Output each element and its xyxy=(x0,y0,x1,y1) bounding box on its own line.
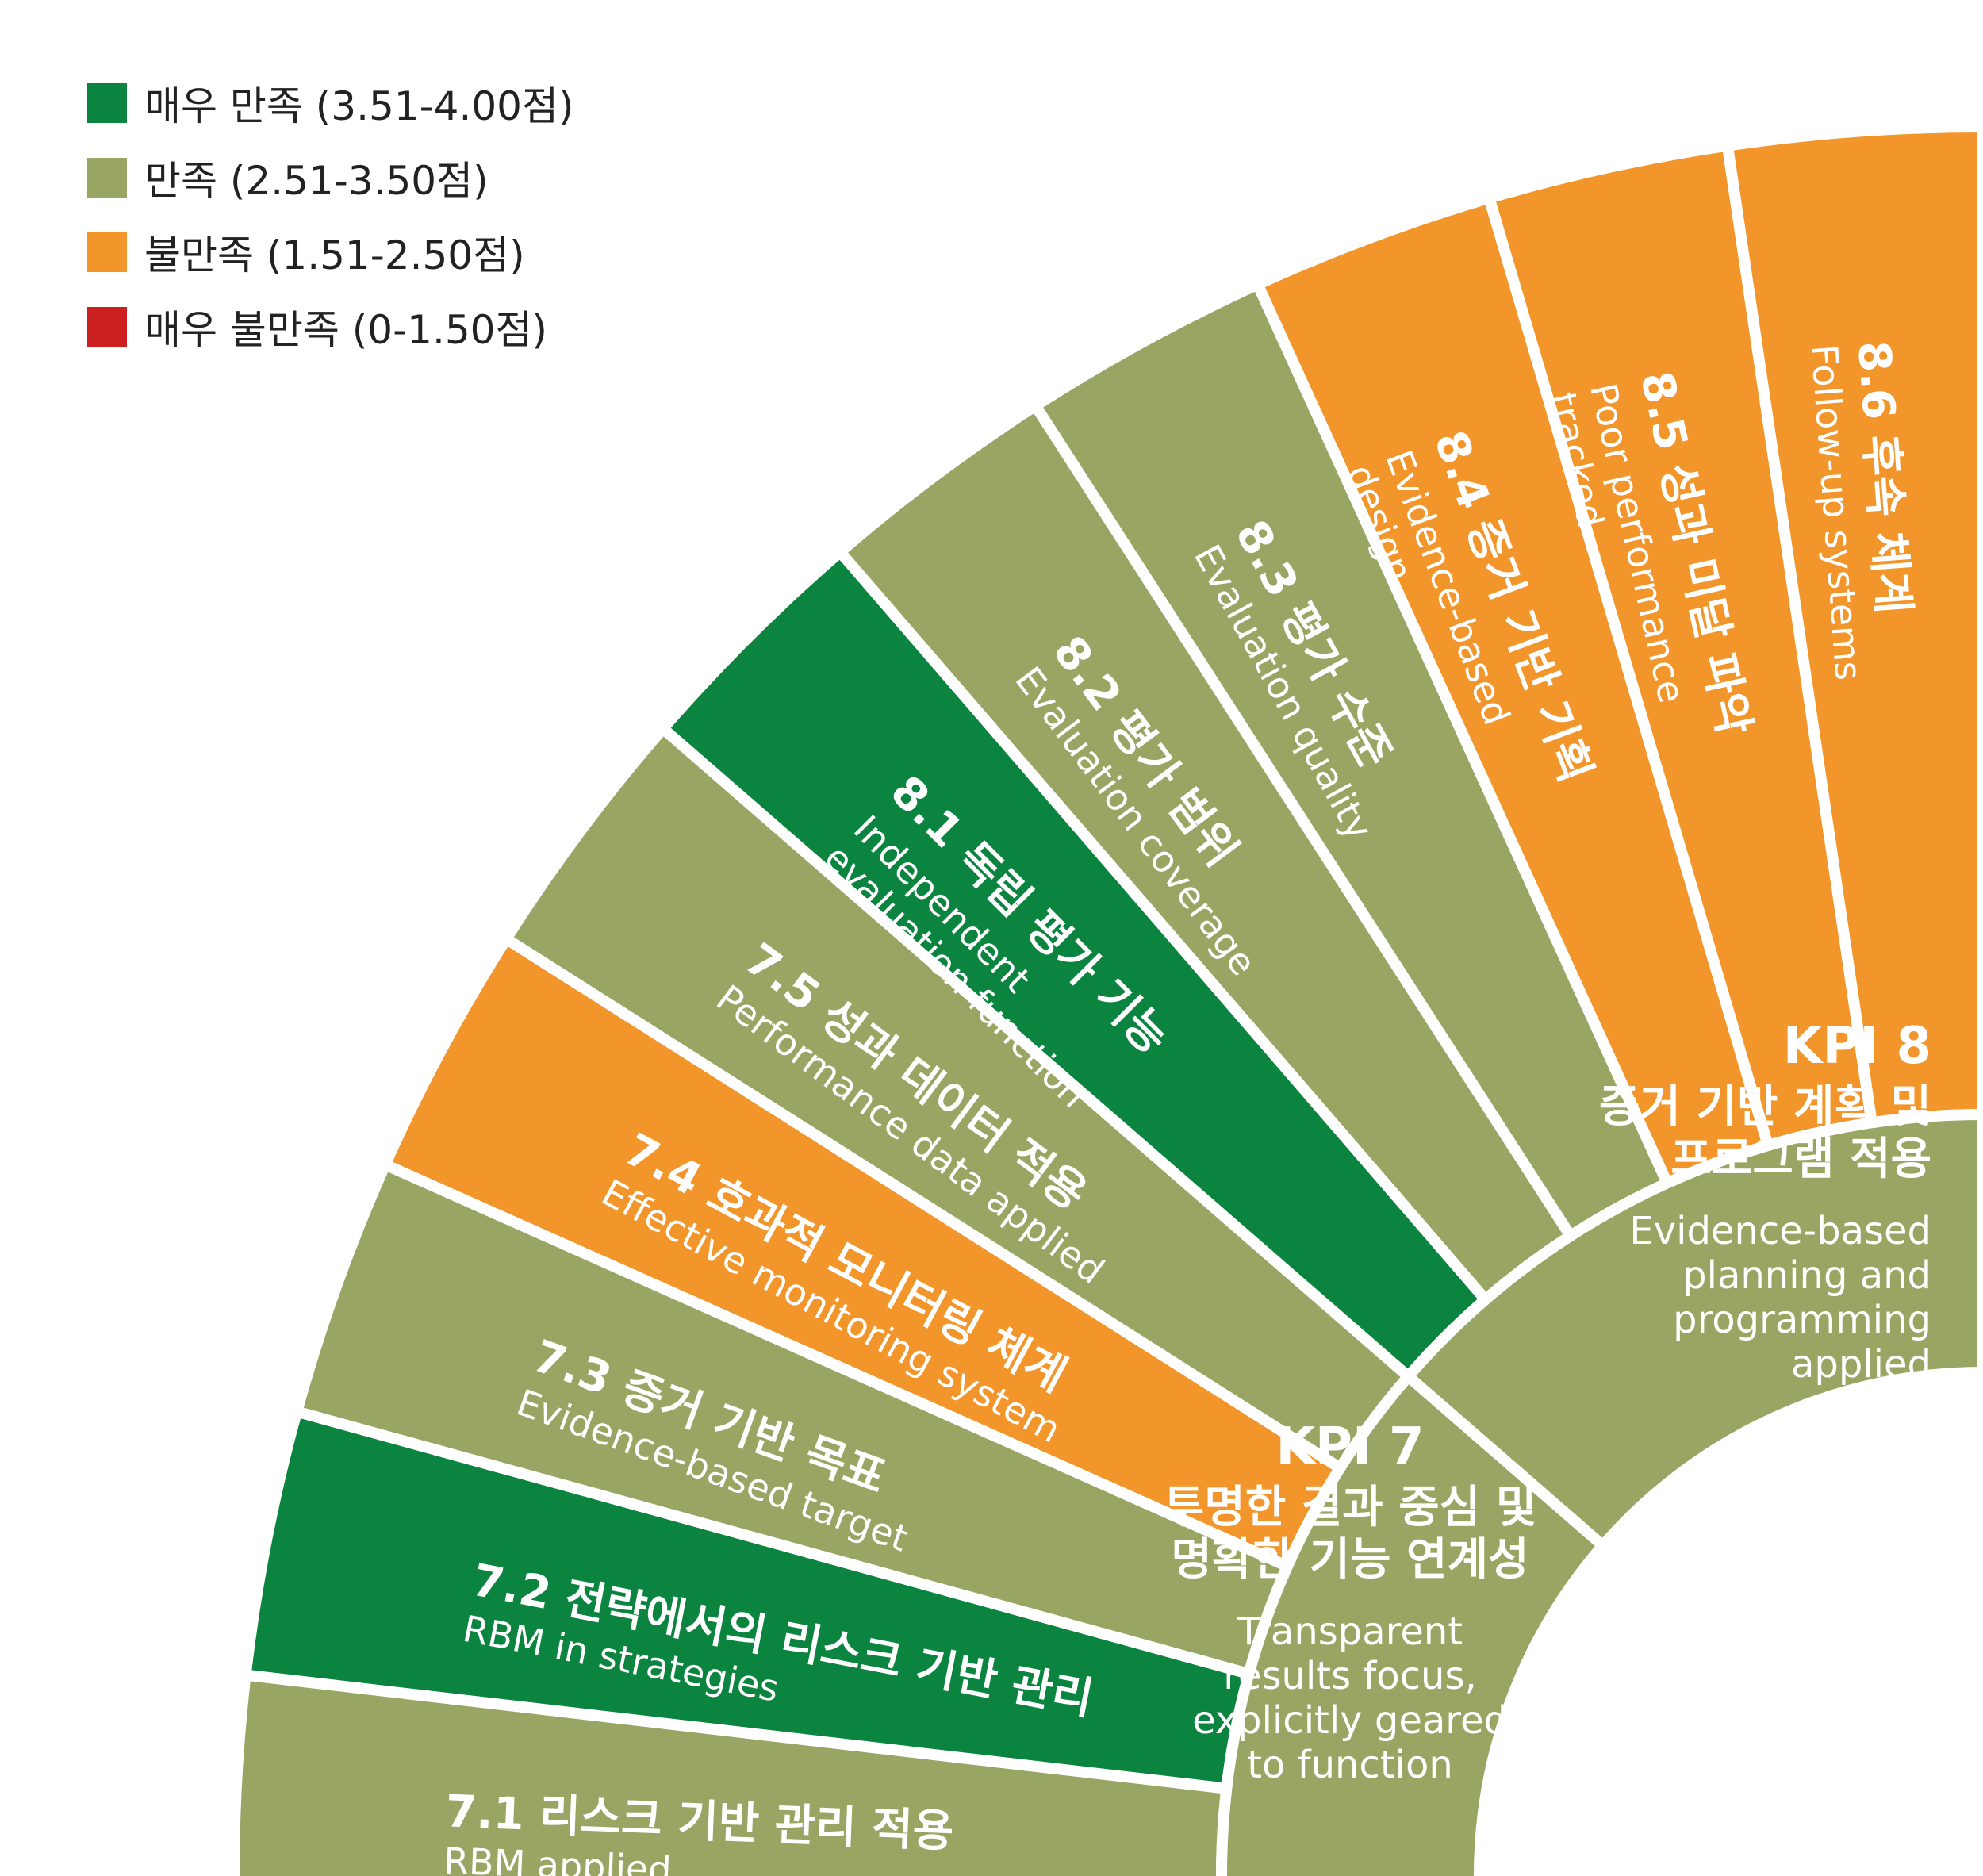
legend-label: 매우 만족 (3.51-4.00점) xyxy=(144,83,574,129)
kpi-segment-8 xyxy=(1400,1108,1983,1554)
kpi-korean-name: 명확한 기능 연계성 xyxy=(1171,1534,1528,1586)
kpi-segment-7 xyxy=(1216,1368,1611,1876)
kpi-english-desc: to function xyxy=(1247,1743,1453,1787)
kpi-english-desc: Transparent xyxy=(1237,1609,1463,1654)
legend-item-unsatisfied: 불만족 (1.51-2.50점) xyxy=(87,228,574,278)
kpi-korean-name: 투명한 결과 중심 및 xyxy=(1164,1482,1537,1533)
kpi-korean-name: 증거 기반 계획 및 xyxy=(1599,1081,1931,1133)
kpi-english-desc: programming xyxy=(1673,1298,1931,1342)
indicator-label-8-7: 8.7 교훈 수용Uptake of lessons xyxy=(0,0,322,68)
kpi-english-desc: results focus, xyxy=(1223,1654,1476,1698)
kpi-title: KPI 8 xyxy=(1783,1017,1931,1076)
legend-item-very-unsatisfied: 매우 불만족 (0-1.50점) xyxy=(87,303,574,353)
legend: 매우 만족 (3.51-4.00점) 만족 (2.51-3.50점) 불만족 (… xyxy=(87,79,574,378)
legend-swatch xyxy=(87,232,127,272)
indicator-title: 8.7 교훈 수용 xyxy=(0,0,273,23)
legend-swatch xyxy=(87,158,127,198)
legend-label: 매우 불만족 (0-1.50점) xyxy=(144,307,547,353)
legend-label: 불만족 (1.51-2.50점) xyxy=(144,232,525,278)
legend-label: 만족 (2.51-3.50점) xyxy=(144,158,489,204)
legend-swatch xyxy=(87,307,127,347)
kpi-title: KPI 7 xyxy=(1275,1418,1424,1476)
kpi-english-desc: explicitly geared xyxy=(1192,1698,1508,1743)
kpi-korean-name: 프로그램 적용 xyxy=(1670,1134,1931,1185)
legend-item-satisfied: 만족 (2.51-3.50점) xyxy=(87,154,574,204)
legend-swatch xyxy=(87,83,127,123)
legend-item-very-satisfied: 매우 만족 (3.51-4.00점) xyxy=(87,79,574,129)
kpi-english-desc: applied xyxy=(1791,1342,1931,1387)
kpi-english-desc: Evidence-based xyxy=(1629,1209,1931,1253)
kpi-english-desc: planning and xyxy=(1682,1253,1931,1298)
indicator-english-label: Uptake of lessons xyxy=(0,25,322,68)
